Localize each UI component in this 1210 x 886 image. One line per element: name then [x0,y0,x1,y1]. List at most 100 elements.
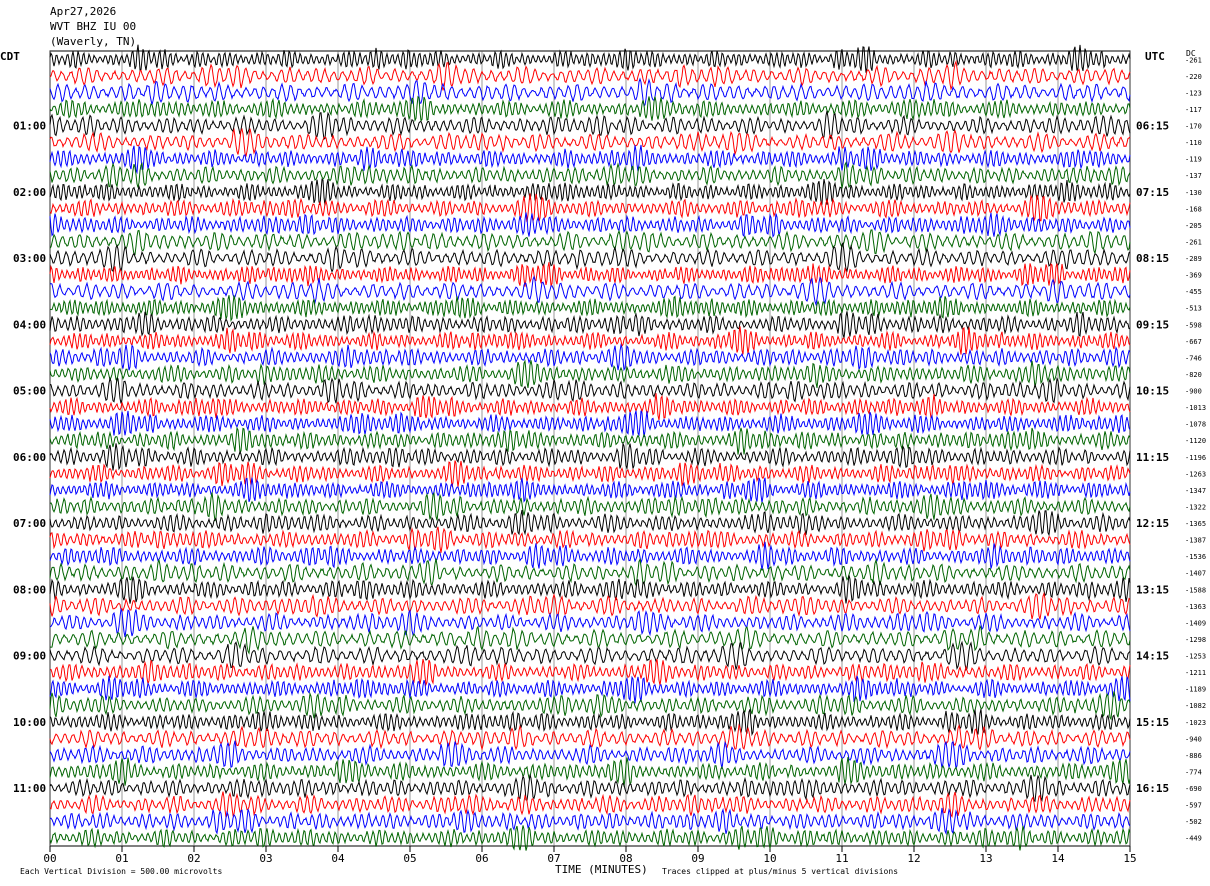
dc-offset-label: -1120 [1185,437,1206,445]
dc-offset-label: -940 [1185,735,1202,743]
dc-offset-label: -1298 [1185,636,1206,644]
dc-offset-label: -1588 [1185,586,1206,594]
trace-32 [49,575,1131,604]
dc-offset-label: -1409 [1185,619,1206,627]
dc-offset-label: -774 [1185,768,1202,776]
cdt-time-label: 05:00 [13,385,46,398]
trace-33 [49,591,1131,620]
trace-27 [49,491,1131,522]
dc-offset-label: -1365 [1185,520,1206,528]
dc-offset-label: -455 [1185,288,1202,296]
trace-13 [49,262,1131,288]
dc-offset-label: -746 [1185,354,1202,362]
trace-9 [49,193,1131,223]
trace-11 [49,229,1131,256]
trace-4 [49,110,1131,141]
dc-offset-label: -690 [1185,785,1202,793]
dc-offset-label: -110 [1185,139,1202,147]
x-tick-label: 00 [43,852,56,865]
dc-offset-label: -289 [1185,255,1202,263]
trace-23 [49,426,1131,455]
dc-offset-label: -117 [1185,106,1202,114]
dc-offset-label: -168 [1185,205,1202,213]
cdt-time-label: 09:00 [13,650,46,663]
x-tick-label: 09 [691,852,704,865]
trace-34 [49,607,1131,638]
dc-label: DC [1186,49,1196,58]
dc-offset-label: -667 [1185,338,1202,346]
dc-offset-label: -502 [1185,818,1202,826]
dc-offset-label: -449 [1185,835,1202,843]
dc-offset-label: -1347 [1185,487,1206,495]
utc-time-label: 09:15 [1136,318,1169,331]
x-tick-label: 08 [619,852,632,865]
dc-offset-label: -886 [1185,752,1202,760]
dc-offset-label: -137 [1185,172,1202,180]
x-tick-label: 14 [1051,852,1065,865]
x-axis-title: TIME (MINUTES) [555,863,648,876]
trace-22 [49,410,1131,438]
cdt-time-label: 04:00 [13,318,46,331]
x-tick-label: 02 [187,852,200,865]
x-tick-label: 03 [259,852,272,865]
utc-time-label: 07:15 [1136,186,1169,199]
trace-7 [49,161,1131,189]
trace-17 [49,326,1131,355]
trace-44 [49,774,1131,803]
trace-15 [49,295,1131,322]
trace-30 [49,541,1131,570]
trace-42 [49,740,1131,769]
dc-offset-label: -1387 [1185,537,1206,545]
dc-offset-label: -261 [1185,56,1202,64]
cdt-time-label: 01:00 [13,120,46,133]
trace-8 [49,178,1131,206]
dc-offset-label: -1082 [1185,702,1206,710]
dc-offset-label: -1078 [1185,421,1206,429]
dc-offset-label: -205 [1185,222,1202,230]
dc-offset-label: -119 [1185,156,1202,164]
utc-time-label: 13:15 [1136,583,1169,596]
dc-offset-label: -1013 [1185,404,1206,412]
dc-offset-label: -220 [1185,73,1202,81]
x-tick-label: 10 [763,852,776,865]
trace-41 [49,723,1131,751]
x-tick-label: 06 [475,852,488,865]
trace-47 [49,825,1131,851]
trace-2 [49,77,1131,107]
trace-20 [49,376,1131,404]
trace-43 [49,757,1131,787]
header-date: Apr27,2026 [50,5,117,18]
dc-offset-label: -170 [1185,123,1202,131]
utc-time-label: 06:15 [1136,120,1169,133]
trace-26 [49,477,1131,503]
utc-time-label: 16:15 [1136,782,1169,795]
trace-24 [49,441,1131,471]
trace-35 [49,624,1131,655]
x-tick-label: 12 [907,852,920,865]
dc-offset-label: -1023 [1185,719,1206,727]
dc-offset-label: -1407 [1185,570,1206,578]
dc-offset-label: -1322 [1185,503,1206,511]
dc-offset-label: -1263 [1185,470,1206,478]
dc-offset-label: -598 [1185,321,1202,329]
trace-39 [49,691,1131,721]
dc-offset-label: -123 [1185,89,1202,97]
trace-36 [49,640,1131,671]
x-tick-label: 11 [835,852,848,865]
trace-40 [49,708,1131,737]
dc-offset-label: -1196 [1185,454,1206,462]
trace-38 [49,675,1131,704]
trace-37 [49,658,1131,687]
dc-offset-label: -820 [1185,371,1202,379]
cdt-time-label: 06:00 [13,451,46,464]
dc-offset-label: -1253 [1185,653,1206,661]
trace-18 [49,343,1131,372]
cdt-time-label: 07:00 [13,517,46,530]
scale-note: Each Vertical Division = 500.00 microvol… [20,867,223,876]
trace-1 [49,59,1131,91]
utc-time-label: 15:15 [1136,716,1169,729]
trace-16 [49,311,1131,339]
x-tick-label: 13 [979,852,992,865]
clip-note: Traces clipped at plus/minus 5 vertical … [662,867,899,876]
trace-31 [49,557,1131,587]
